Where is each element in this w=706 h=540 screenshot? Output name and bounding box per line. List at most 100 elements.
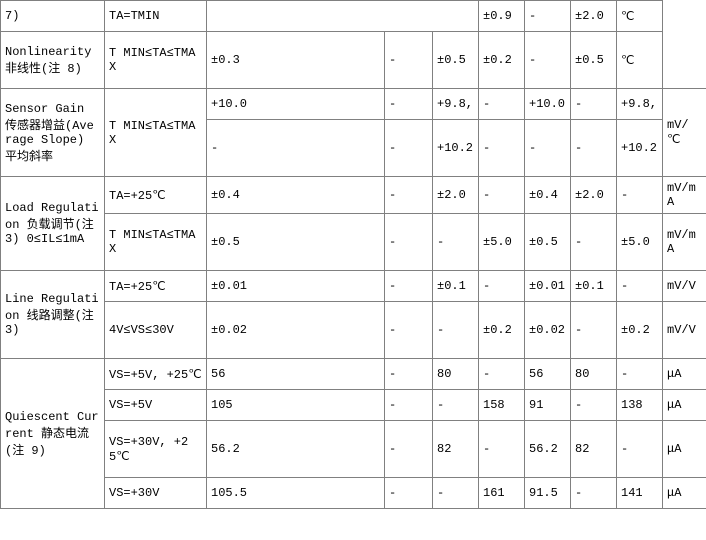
value-cell: ±0.9 [479, 1, 525, 32]
cond-cell: VS=+30V [105, 478, 207, 509]
cond-cell: 4V≤VS≤30V [105, 302, 207, 359]
value-cell: ±0.5 [571, 32, 617, 89]
value-cell: - [479, 359, 525, 390]
value-cell: - [385, 177, 433, 214]
value-cell: 91 [525, 390, 571, 421]
value-cell: 82 [433, 421, 479, 478]
value-cell: 141 [617, 478, 663, 509]
table-row: Sensor Gain 传感器增益(Average Slope) 平均斜率 T … [1, 89, 706, 120]
value-cell: 158 [479, 390, 525, 421]
unit-cell: μA [663, 421, 706, 478]
cond-cell: TA=TMIN [105, 1, 207, 32]
value-cell: ±2.0 [571, 1, 617, 32]
value-cell: +9.8, [617, 89, 663, 120]
value-cell: 105.5 [207, 478, 385, 509]
value-cell: - [479, 120, 525, 177]
table-row: T MIN≤TA≤TMAX ±0.5 - - ±5.0 ±0.5 - ±5.0 … [1, 214, 706, 271]
value-cell: - [525, 1, 571, 32]
value-cell: - [571, 120, 617, 177]
param-cell: Quiescent Current 静态电流(注 9) [1, 359, 105, 509]
value-cell: ±0.2 [617, 302, 663, 359]
param-cell: 7) [1, 1, 105, 32]
value-cell: 91.5 [525, 478, 571, 509]
unit-cell: μA [663, 359, 706, 390]
cond-cell: TA=+25℃ [105, 271, 207, 302]
value-cell: - [433, 214, 479, 271]
unit-cell: ℃ [617, 32, 663, 89]
value-cell: - [385, 271, 433, 302]
value-cell: ±2.0 [433, 177, 479, 214]
value-cell: - [525, 32, 571, 89]
value-cell: 105 [207, 390, 385, 421]
table-row: Load Regulation 负载调节(注 3) 0≤IL≤1mA TA=+2… [1, 177, 706, 214]
value-cell: - [571, 214, 617, 271]
value-cell: - [479, 421, 525, 478]
value-cell: - [385, 120, 433, 177]
param-cell: Nonlinearity非线性(注 8) [1, 32, 105, 89]
value-cell: ±0.1 [571, 271, 617, 302]
cond-cell: VS=+30V, +25℃ [105, 421, 207, 478]
unit-cell: ℃ [617, 1, 663, 32]
value-cell: 138 [617, 390, 663, 421]
spec-table: 7) TA=TMIN ±0.9 - ±2.0 ℃ Nonlinearity非线性… [0, 0, 706, 509]
value-cell: 56 [525, 359, 571, 390]
value-cell: ±0.3 [207, 32, 385, 89]
value-cell: +10.2 [617, 120, 663, 177]
cond-cell: T MIN≤TA≤TMAX [105, 89, 207, 177]
table-row: 4V≤VS≤30V ±0.02 - - ±0.2 ±0.02 - ±0.2 mV… [1, 302, 706, 359]
value-cell: - [479, 89, 525, 120]
param-cell: Line Regulation 线路调整(注 3) [1, 271, 105, 359]
cond-cell: T MIN≤TA≤TMAX [105, 32, 207, 89]
value-cell: - [571, 390, 617, 421]
value-cell: - [385, 359, 433, 390]
value-cell: - [617, 177, 663, 214]
value-cell: ±0.4 [207, 177, 385, 214]
value-cell: - [385, 478, 433, 509]
value-cell: - [571, 89, 617, 120]
value-cell: 80 [571, 359, 617, 390]
unit-cell: mV/mA [663, 177, 706, 214]
value-cell: ±0.2 [479, 32, 525, 89]
unit-cell: mV/V [663, 302, 706, 359]
value-cell: - [385, 421, 433, 478]
table-row: Quiescent Current 静态电流(注 9) VS=+5V, +25℃… [1, 359, 706, 390]
value-cell: 56.2 [207, 421, 385, 478]
value-cell: - [385, 32, 433, 89]
value-cell: - [385, 302, 433, 359]
value-cell: 80 [433, 359, 479, 390]
value-cell: - [571, 478, 617, 509]
unit-cell: mV/mA [663, 214, 706, 271]
value-cell [207, 1, 479, 32]
unit-cell: μA [663, 390, 706, 421]
value-cell: ±0.01 [207, 271, 385, 302]
value-cell: ±0.5 [433, 32, 479, 89]
cond-cell: VS=+5V, +25℃ [105, 359, 207, 390]
unit-cell: μA [663, 478, 706, 509]
value-cell: ±0.1 [433, 271, 479, 302]
unit-cell: mV/V [663, 271, 706, 302]
cond-cell: T MIN≤TA≤TMAX [105, 214, 207, 271]
value-cell: - [617, 421, 663, 478]
value-cell: +10.0 [525, 89, 571, 120]
value-cell: ±0.02 [525, 302, 571, 359]
value-cell: - [617, 271, 663, 302]
value-cell: ±0.02 [207, 302, 385, 359]
value-cell: ±5.0 [617, 214, 663, 271]
value-cell: - [479, 177, 525, 214]
value-cell: +10.0 [207, 89, 385, 120]
table-row: VS=+5V 105 - - 158 91 - 138 μA [1, 390, 706, 421]
cond-cell: TA=+25℃ [105, 177, 207, 214]
value-cell: - [385, 89, 433, 120]
param-cell: Load Regulation 负载调节(注 3) 0≤IL≤1mA [1, 177, 105, 271]
value-cell: ±5.0 [479, 214, 525, 271]
value-cell: ±0.01 [525, 271, 571, 302]
table-row: VS=+30V 105.5 - - 161 91.5 - 141 μA [1, 478, 706, 509]
value-cell: +9.8, [433, 89, 479, 120]
value-cell: - [385, 390, 433, 421]
table-row: Line Regulation 线路调整(注 3) TA=+25℃ ±0.01 … [1, 271, 706, 302]
value-cell: - [433, 478, 479, 509]
value-cell: +10.2 [433, 120, 479, 177]
value-cell: - [433, 302, 479, 359]
table-row: Nonlinearity非线性(注 8) T MIN≤TA≤TMAX ±0.3 … [1, 32, 706, 89]
unit-cell: mV/℃ [663, 89, 706, 177]
